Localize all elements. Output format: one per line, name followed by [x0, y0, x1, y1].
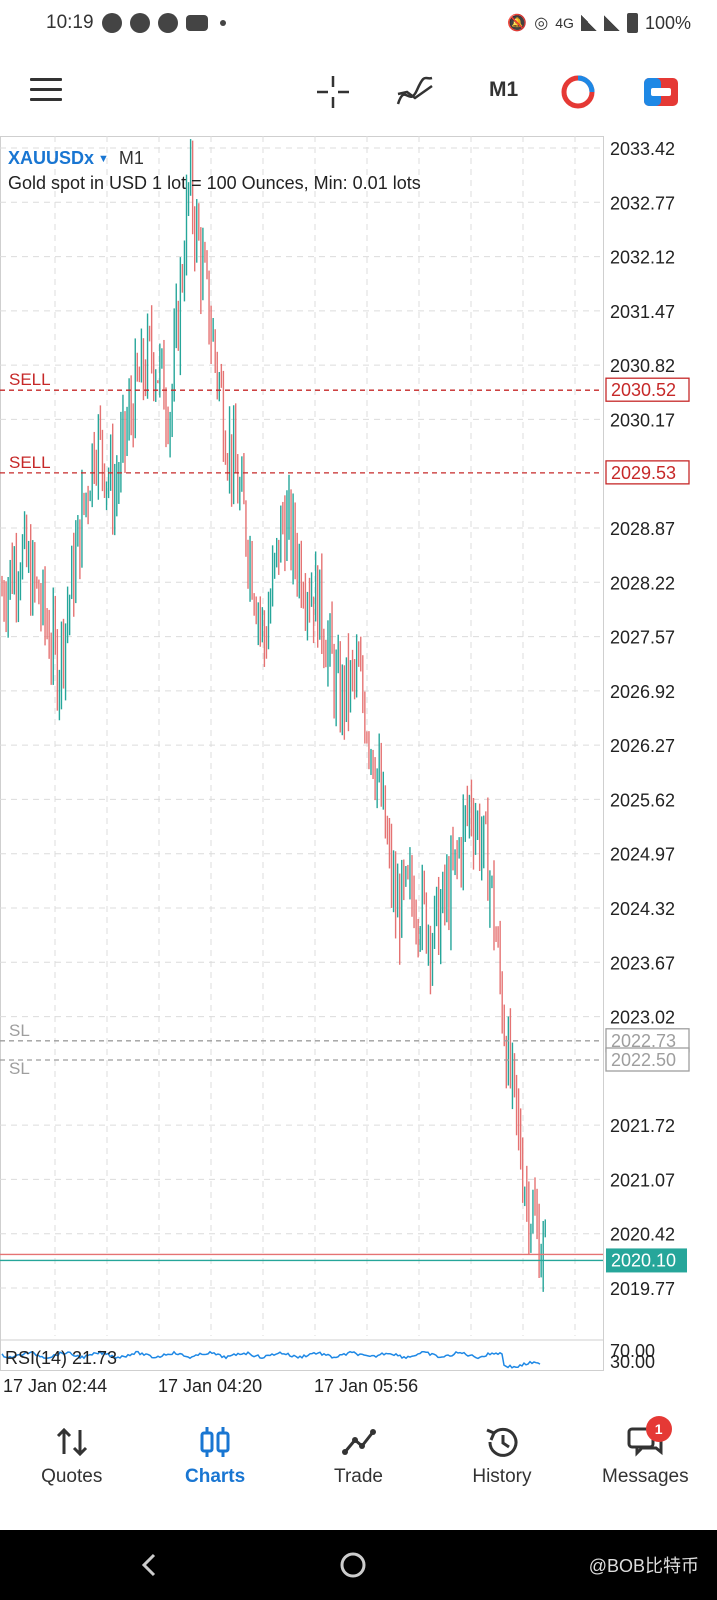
messages-badge: 1 [645, 1416, 672, 1442]
price-axis-label: 2021.07 [610, 1170, 675, 1190]
sl-label: SL [9, 1059, 30, 1078]
time-label: 17 Jan 02:44 [3, 1376, 108, 1396]
messenger-icon [101, 13, 122, 33]
mute-icon: 🔕 [507, 15, 528, 32]
price-axis-label: 2032.12 [610, 248, 675, 268]
price-axis-label: 2024.32 [610, 899, 675, 919]
price-axis-label: 2020.42 [610, 1225, 675, 1245]
price-axis-label: 2026.92 [610, 682, 675, 702]
hotspot-icon: ◎ [534, 15, 549, 32]
crosshair-icon[interactable] [313, 72, 353, 112]
price-axis-label: 2031.47 [610, 302, 675, 322]
facebook-icon [129, 13, 150, 33]
home-icon[interactable] [338, 1550, 368, 1580]
battery-icon [626, 13, 638, 33]
bottom-nav: Quotes Charts Trade History 1 [0, 1416, 717, 1500]
symbol-timeframe: M1 [118, 148, 144, 168]
order-price-tag [605, 1047, 690, 1072]
symbol-caret-icon[interactable]: ▼ [98, 152, 109, 165]
watermark: @BOB比特币 [588, 1556, 699, 1576]
chart-area[interactable]: SELL 2030.52 SELL 2029.53 SL 2022.73 SL 2022.50… [0, 136, 717, 1400]
hamburger-icon[interactable] [30, 78, 62, 102]
signal-icon [580, 15, 597, 31]
rsi-label: RSI(14) 21.73 [5, 1348, 118, 1368]
price-chart[interactable]: SELL 2030.52 SELL 2029.53 SL 2022.73 SL 2022.50… [0, 136, 717, 1400]
nav-label: Trade [334, 1466, 383, 1487]
system-nav-bar: @BOB比特币 [0, 1530, 717, 1600]
current-price-tag [606, 1248, 687, 1273]
price-axis-label: 2025.62 [610, 790, 675, 810]
price-axis-label: 2028.22 [610, 573, 675, 593]
rsi-level-label: 70.00 [610, 1341, 655, 1361]
nav-label: Quotes [41, 1466, 103, 1487]
price-axis-label: 2030.17 [610, 410, 675, 430]
quotes-icon [56, 1427, 87, 1457]
status-right: 🔕 ◎ 4G 100% [507, 13, 691, 34]
signal-icon [603, 15, 620, 31]
trade-icon[interactable] [641, 72, 681, 112]
youtube-icon [185, 15, 208, 31]
current-price-label: 2020.10 [611, 1250, 676, 1270]
symbol-description: Gold spot in USD 1 lot = 100 Ounces, Min… [8, 173, 421, 193]
order-price-label: 2022.50 [611, 1050, 676, 1070]
symbol-header: XAUUSDx ▼ M1 [8, 148, 144, 169]
nav-quotes[interactable]: Quotes [0, 1416, 143, 1500]
status-bar: 10:19 🔕 ◎ 4G 100% [0, 0, 717, 46]
price-axis-label: 2028.87 [610, 519, 675, 539]
network-type: 4G [555, 15, 574, 31]
chart-frame [0, 136, 604, 1371]
nav-trade[interactable]: Trade [287, 1416, 430, 1500]
nav-label: Messages [602, 1466, 689, 1487]
price-axis-label: 2027.57 [610, 628, 675, 648]
nav-history[interactable]: History [430, 1416, 573, 1500]
indicators-icon[interactable] [395, 72, 435, 112]
rsi-level-label: 30.00 [610, 1352, 655, 1372]
facebook-icon [157, 13, 178, 33]
trade-icon [341, 1429, 376, 1455]
price-axis-label: 2019.77 [610, 1279, 675, 1299]
sl-label: SL [9, 1021, 30, 1040]
order-price-label: 2022.73 [611, 1031, 676, 1051]
price-axis-label: 2023.02 [610, 1008, 675, 1028]
chart-toolbar: M1 [0, 60, 717, 122]
price-axis-label: 2023.67 [610, 953, 675, 973]
order-price-label: 2029.53 [611, 463, 676, 483]
nav-charts[interactable]: Charts [143, 1416, 286, 1500]
price-axis-label: 2024.97 [610, 845, 675, 865]
timeframe-button[interactable]: M1 [489, 78, 519, 101]
status-time: 10:19 [46, 12, 94, 33]
nav-label: Charts [185, 1466, 246, 1487]
battery-percent: 100% [644, 12, 691, 33]
nav-label: History [472, 1466, 532, 1487]
charts-icon [200, 1427, 230, 1457]
rsi-line [1, 1350, 541, 1369]
sell-label: SELL [9, 453, 51, 472]
status-left: 10:19 [46, 12, 226, 34]
price-axis-label: 2021.72 [610, 1116, 675, 1136]
history-icon [486, 1427, 518, 1457]
back-icon[interactable] [138, 1552, 162, 1578]
time-label: 17 Jan 05:56 [314, 1376, 419, 1396]
sell-label: SELL [9, 370, 51, 389]
price-axis-label: 2030.82 [610, 356, 675, 376]
price-axis-label: 2033.42 [610, 139, 675, 159]
order-price-tag [605, 460, 690, 485]
price-axis-label: 2026.27 [610, 736, 675, 756]
time-label: 17 Jan 04:20 [158, 1376, 263, 1396]
chart-circle-icon[interactable] [558, 72, 598, 112]
price-axis-label: 2032.77 [610, 193, 675, 213]
order-price-label: 2030.52 [611, 380, 676, 400]
more-notifications-icon [219, 20, 226, 26]
nav-messages[interactable]: 1 Messages [574, 1416, 717, 1500]
symbol-name[interactable]: XAUUSDx [8, 148, 95, 168]
order-price-tag [605, 377, 690, 402]
